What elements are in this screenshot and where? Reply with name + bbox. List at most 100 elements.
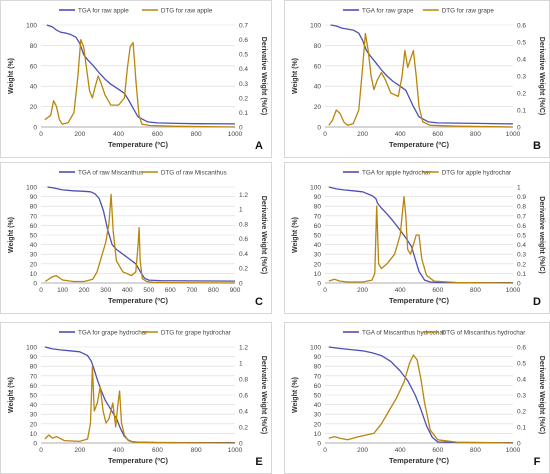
y-tick-label: 20 — [314, 104, 322, 111]
x-tick-label: 200 — [79, 287, 90, 294]
y2-tick-label: 0.3 — [517, 74, 526, 81]
x-axis-title: Temperature (ºC) — [108, 456, 169, 465]
y-tick-label: 0 — [33, 441, 37, 448]
y-tick-label: 20 — [30, 421, 38, 428]
y-tick-label: 70 — [314, 373, 322, 380]
y2-tick-label: 0.2 — [517, 261, 526, 268]
y2-tick-label: 0.4 — [239, 66, 248, 73]
panel-letter: F — [534, 456, 541, 468]
series-line-dtg — [328, 32, 514, 128]
y-tick-label: 90 — [30, 354, 38, 361]
legend-label-dtg: DTG for apple hydrochar — [442, 170, 511, 177]
y2-tick-label: 0.5 — [517, 233, 526, 240]
y2-tick-label: 0.6 — [517, 223, 526, 230]
y2-tick-label: 1 — [239, 361, 243, 368]
chart-panel-d: 0 10 20 30 40 50 60 70 80 90 100 0 0.1 0.2 0.3 0.4 0.5 0.… — [284, 162, 550, 314]
y-tick-label: 60 — [30, 383, 38, 390]
x-tick-label: 0 — [323, 131, 327, 138]
chart-c: 0 10 20 30 40 50 60 70 80 90 100 0 0.2 0.4 0.6 0.8 1 1.2 0… — [8, 170, 267, 309]
x-tick-label: 800 — [470, 447, 481, 454]
legend-label-dtg: DTG of Miscanthus hydrochar — [442, 330, 526, 337]
y-tick-label: 10 — [314, 431, 322, 438]
y2-tick-label: 0.5 — [239, 52, 248, 59]
x-tick-label: 600 — [165, 287, 176, 294]
x-axis-title: Temperature (ºC) — [389, 140, 450, 149]
x-tick-label: 0 — [39, 287, 43, 294]
y-tick-label: 50 — [314, 393, 322, 400]
y-tick-label: 40 — [30, 402, 38, 409]
y2-tick-label: 0.2 — [239, 266, 248, 273]
y-tick-label: 40 — [30, 242, 38, 249]
series-line-dtg — [44, 193, 236, 284]
x-tick-label: 1000 — [506, 287, 521, 294]
chart-e: 010203040506070809010000.20.40.60.811.20… — [8, 330, 267, 469]
legend-label-dtg: DTG for raw apple — [161, 8, 213, 15]
y-tick-label: 0 — [317, 441, 321, 448]
y2-tick-label: 0.8 — [239, 221, 248, 228]
x-tick-label: 0 — [39, 131, 43, 138]
panel-letter: E — [255, 456, 262, 468]
x-tick-label: 0 — [39, 447, 43, 454]
legend-label-tga: TGA of raw Miscanthus — [78, 170, 143, 177]
y2-axis-title: Derivative Weight (%/C) — [260, 37, 267, 115]
y-tick-label: 80 — [30, 43, 38, 50]
y2-tick-label: 0 — [239, 281, 243, 288]
y-tick-label: 100 — [310, 345, 321, 352]
y2-tick-label: 0.6 — [239, 393, 248, 400]
y-tick-label: 100 — [26, 23, 37, 30]
x-tick-label: 200 — [357, 287, 368, 294]
panel-letter: C — [255, 296, 263, 308]
y-tick-label: 70 — [314, 213, 322, 220]
y2-axis-title: Derivative weight (%/C) — [538, 196, 545, 273]
y2-tick-label: 0.2 — [239, 425, 248, 432]
y2-tick-label: 0.3 — [239, 81, 248, 88]
x-tick-label: 1000 — [228, 447, 243, 454]
y2-tick-label: 0.8 — [239, 377, 248, 384]
y-tick-label: 80 — [314, 43, 322, 50]
x-tick-label: 600 — [432, 447, 443, 454]
y-tick-label: 40 — [30, 84, 38, 91]
y2-tick-label: 1.2 — [239, 345, 248, 352]
y2-axis-title: Derivative Weight (%/C) — [538, 356, 545, 434]
y2-tick-label: 0.4 — [239, 251, 248, 258]
series-line-tga — [47, 186, 236, 282]
y2-tick-label: 0.6 — [239, 37, 248, 44]
y2-axis-title: Derivative Weight (%/C) — [260, 196, 267, 274]
y2-tick-label: 0.1 — [517, 108, 526, 115]
y-tick-label: 90 — [314, 354, 322, 361]
x-tick-label: 600 — [152, 447, 163, 454]
y2-tick-label: 0.4 — [517, 57, 526, 64]
y-tick-label: 100 — [310, 185, 321, 192]
y-tick-label: 10 — [314, 271, 322, 278]
y2-tick-label: 0.4 — [239, 409, 248, 416]
x-tick-label: 600 — [152, 131, 163, 138]
y-tick-label: 50 — [314, 233, 322, 240]
x-tick-label: 600 — [432, 287, 443, 294]
y-tick-label: 30 — [30, 412, 38, 419]
legend-label-dtg: DTG for grape hydrochar — [161, 330, 231, 337]
y2-tick-label: 0.7 — [517, 213, 526, 220]
y2-tick-label: 0 — [517, 125, 521, 132]
x-axis-title: Temperature (ºC) — [389, 296, 450, 305]
panel-letter: D — [533, 296, 541, 308]
y2-tick-label: 0.1 — [239, 110, 248, 117]
x-tick-label: 800 — [208, 287, 219, 294]
y-tick-label: 40 — [314, 242, 322, 249]
y2-tick-label: 0 — [517, 281, 521, 288]
y-tick-label: 50 — [30, 393, 38, 400]
y-tick-label: 70 — [30, 373, 38, 380]
y-tick-label: 80 — [30, 204, 38, 211]
chart-panel-a: 0 20 40 60 80 100 0 0.1 0.2 0.3 0.4 0.5 0.6 0.7 0 200 40… — [0, 0, 272, 158]
y-tick-label: 30 — [314, 412, 322, 419]
chart-panel-e: 0 10 20 30 40 50 60 70 80 90 100 0 0.2 0.4 0.6 0.8 1 1.2 0… — [0, 322, 272, 474]
y2-tick-label: 0.2 — [239, 95, 248, 102]
x-tick-label: 700 — [186, 287, 197, 294]
y-tick-label: 0 — [33, 281, 37, 288]
legend-label-tga: TGA of Miscanthus hydrochar — [362, 330, 445, 337]
y-tick-label: 40 — [314, 84, 322, 91]
y-tick-label: 30 — [30, 252, 38, 259]
panel-letter: B — [533, 140, 541, 152]
legend-label-dtg: DTG for raw grape — [442, 8, 495, 15]
y-tick-label: 90 — [314, 194, 322, 201]
